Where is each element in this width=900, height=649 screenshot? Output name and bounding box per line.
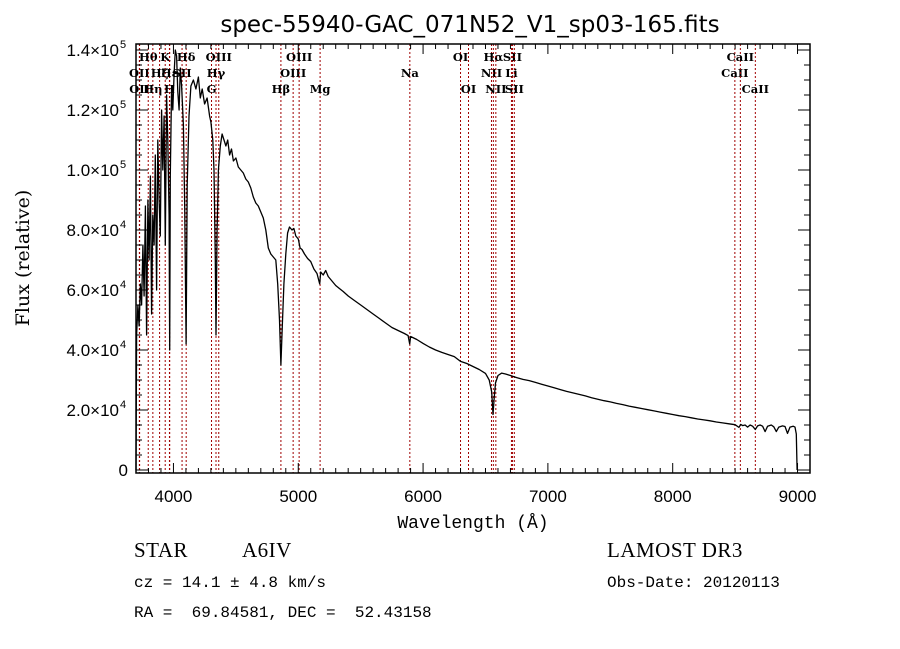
x-tick-label: 7000 — [529, 487, 567, 506]
x-tick-label: 9000 — [779, 487, 817, 506]
line-marker-label: Hα — [483, 50, 503, 64]
plot-frame — [135, 43, 811, 474]
line-marker-label: Hθ — [139, 50, 158, 64]
line-marker-label: OII — [129, 82, 150, 96]
survey-label: LAMOST DR3 — [607, 538, 743, 562]
y-axis: 02.0×10 44.0×10 46.0×10 48.0×10 41.0×10 51.2×… — [67, 39, 810, 480]
line-marker-label: OI — [453, 50, 468, 64]
y-tick-label: 6.0×10 — [67, 281, 119, 300]
y-tick-exponent: 4 — [120, 339, 126, 351]
line-marker-label: NII — [481, 66, 502, 80]
y-tick-label: 0 — [119, 461, 128, 480]
y-tick-exponent: 4 — [120, 219, 126, 231]
y-tick-exponent: 4 — [120, 399, 126, 411]
line-marker-label: G — [207, 82, 217, 96]
line-marker-label: CaII — [727, 50, 754, 64]
series-spectrum — [135, 49, 798, 471]
y-tick-exponent: 5 — [120, 99, 126, 111]
x-tick-label: 6000 — [404, 487, 442, 506]
x-tick-label: 4000 — [155, 487, 193, 506]
line-marker-label: CaII — [721, 66, 748, 80]
x-axis: 4000 5000 6000 7000 8000 9000 — [135, 44, 817, 506]
line-marker-label: Hζ — [151, 66, 169, 80]
line-markers: OIIOIIHθHηHζKHHεSIIHδGHγOIIIHβOIIIOIIIMg… — [129, 44, 769, 473]
line-marker-label: OI — [461, 82, 476, 96]
line-marker-label: CaII — [742, 82, 769, 96]
x-axis-label: Wavelength (Å) — [397, 513, 548, 534]
x-tick-label: 5000 — [279, 487, 317, 506]
line-marker-label: Hβ — [272, 82, 291, 96]
y-tick-label: 1.0×10 — [67, 161, 119, 180]
chart-title: spec-55940-GAC_071N52_V1_sp03-165.fits — [220, 12, 719, 38]
line-marker-label: Hγ — [207, 66, 226, 80]
line-marker-label: SII — [173, 66, 192, 80]
y-tick-label: 4.0×10 — [67, 341, 119, 360]
line-marker-label: SII — [505, 82, 524, 96]
coordinates-info: RA = 69.84581, DEC = 52.43158 — [134, 604, 432, 622]
line-marker-label: Li — [505, 66, 518, 80]
spectrum-series — [135, 49, 798, 471]
x-tick-label: 8000 — [654, 487, 692, 506]
y-tick-label: 2.0×10 — [67, 401, 119, 420]
line-marker-label: OIII — [286, 50, 312, 64]
redshift-info: cz = 14.1 ± 4.8 km/s — [134, 574, 327, 592]
object-class: STAR — [134, 538, 188, 562]
y-tick-label: 8.0×10 — [67, 221, 119, 240]
line-marker-label: SII — [503, 50, 522, 64]
line-marker-label: Hδ — [177, 50, 196, 64]
y-tick-exponent: 5 — [120, 39, 126, 51]
y-axis-label: Flux (relative) — [12, 190, 34, 327]
line-marker-label: OIII — [280, 66, 306, 80]
line-marker-label: Hη — [143, 82, 162, 96]
y-tick-exponent: 5 — [120, 159, 126, 171]
line-marker-label: NII — [485, 82, 506, 96]
object-subclass: A6IV — [242, 538, 292, 562]
line-marker-label: K — [160, 50, 171, 64]
y-tick-label: 1.2×10 — [67, 101, 119, 120]
line-marker-label: OIII — [206, 50, 232, 64]
line-marker-label: Na — [401, 66, 420, 80]
y-tick-exponent: 4 — [120, 279, 126, 291]
line-marker-label: Mg — [310, 82, 331, 96]
y-tick-label: 1.4×10 — [67, 41, 119, 60]
observation-date: Obs-Date: 20120113 — [607, 574, 780, 592]
